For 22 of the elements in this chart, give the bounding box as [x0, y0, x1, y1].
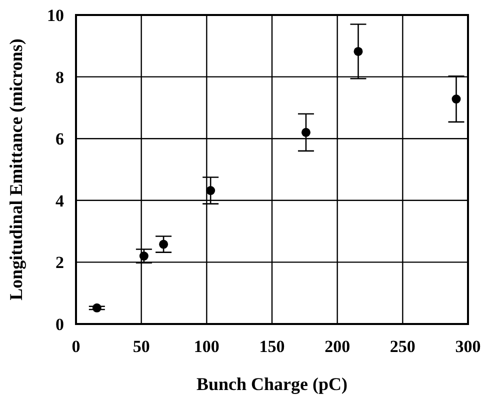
x-tick-label: 100 — [194, 337, 220, 356]
x-tick-label: 50 — [132, 337, 150, 356]
x-tick-label: 0 — [72, 337, 80, 356]
y-tick-label: 2 — [56, 253, 64, 272]
y-tick-label: 4 — [56, 191, 64, 210]
x-tick-label: 300 — [455, 337, 481, 356]
x-tick-label: 150 — [259, 337, 285, 356]
y-tick-label: 10 — [47, 6, 64, 25]
y-tick-label: 8 — [56, 68, 64, 87]
y-tick-label: 6 — [56, 130, 64, 149]
point — [354, 46, 363, 56]
point — [159, 240, 168, 249]
point — [452, 94, 461, 104]
point — [301, 128, 310, 137]
y-axis-title: Longitudinal Emittance (microns) — [6, 38, 26, 300]
x-axis-title: Bunch Charge (pC) — [196, 374, 348, 394]
y-tick-label: 0 — [56, 315, 64, 334]
point — [139, 252, 148, 261]
x-tick-label: 200 — [324, 337, 350, 356]
point — [92, 303, 102, 312]
x-tick-label: 250 — [390, 337, 416, 356]
point — [206, 186, 216, 196]
